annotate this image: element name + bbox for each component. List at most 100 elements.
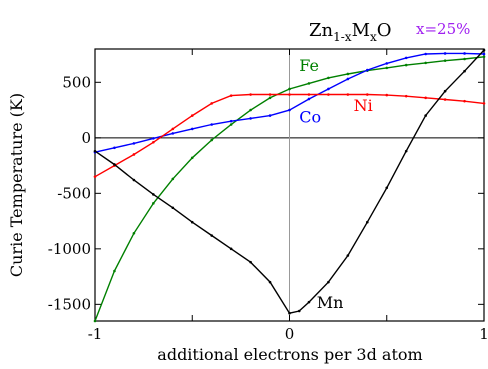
data-point-mn	[93, 149, 97, 153]
data-point-mn	[307, 300, 311, 304]
data-point-fe	[249, 108, 252, 112]
data-point-co	[132, 142, 136, 145]
data-point-co	[229, 119, 233, 123]
data-point-fe	[288, 87, 291, 91]
y-tick-label: -1000	[48, 240, 91, 258]
series-label-fe: Fe	[299, 56, 319, 75]
data-point-fe	[171, 177, 175, 181]
x-tick-label: 0	[285, 325, 295, 343]
y-tick-label: -1500	[48, 295, 91, 313]
data-point-co	[327, 87, 330, 91]
data-point-fe	[229, 123, 233, 126]
data-point-co	[346, 77, 350, 81]
data-point-mn	[190, 220, 194, 224]
series-line-mn	[94, 49, 485, 314]
data-point-ni	[288, 93, 291, 96]
y-tick-label: -500	[57, 184, 91, 202]
data-point-ni	[346, 93, 350, 96]
data-point-ni	[152, 140, 155, 144]
data-point-co	[482, 52, 486, 56]
data-point-co	[152, 137, 155, 140]
data-point-mn	[132, 178, 136, 182]
series-label-mn: Mn	[317, 293, 344, 312]
data-point-mn	[482, 48, 486, 52]
data-point-ni	[366, 93, 369, 96]
series-layer	[93, 48, 486, 323]
data-point-co	[190, 127, 194, 131]
data-point-mn	[404, 149, 408, 153]
data-point-co	[385, 62, 389, 65]
data-point-ni	[93, 175, 97, 178]
data-point-fe	[443, 59, 447, 62]
data-point-ni	[229, 94, 233, 97]
data-point-co	[463, 52, 466, 55]
data-point-mn	[463, 69, 466, 73]
data-point-fe	[385, 66, 389, 70]
data-point-co	[171, 132, 175, 135]
data-point-ni	[190, 114, 194, 117]
data-point-fe	[190, 156, 194, 160]
data-point-fe	[307, 82, 311, 85]
data-point-mn	[288, 311, 291, 315]
data-point-mn	[152, 193, 155, 196]
y-axis-label: Curie Temperature (K)	[7, 93, 26, 277]
data-point-mn	[424, 114, 427, 117]
data-point-co	[404, 56, 408, 60]
data-point-co	[249, 117, 252, 120]
y-tick-label: 0	[81, 129, 91, 147]
data-point-fe	[113, 269, 116, 273]
x-tick-label: -1	[88, 325, 103, 343]
data-point-co	[113, 146, 116, 150]
data-point-ni	[424, 96, 427, 100]
x-tick-label: 1	[479, 325, 488, 343]
data-point-ni	[327, 93, 330, 96]
data-point-fe	[210, 138, 213, 142]
concentration-annotation: x=25%	[416, 20, 470, 38]
data-point-co	[288, 108, 291, 112]
data-point-ni	[268, 93, 272, 96]
data-point-fe	[346, 72, 350, 76]
data-point-ni	[171, 127, 175, 131]
axis-ticks: -1500 -1000 -500 0 500 -1 0 1	[48, 49, 488, 343]
data-point-co	[210, 123, 213, 126]
data-point-ni	[385, 93, 389, 97]
data-point-co	[424, 52, 427, 56]
data-point-fe	[132, 231, 136, 235]
data-point-ni	[307, 93, 311, 96]
data-point-mn	[443, 89, 447, 93]
y-tick-label: 500	[62, 73, 91, 91]
data-point-fe	[463, 57, 466, 61]
data-point-mn	[113, 163, 116, 166]
data-point-mn	[268, 280, 272, 284]
data-point-fe	[327, 76, 330, 80]
data-point-ni	[443, 98, 447, 101]
data-point-fe	[93, 319, 97, 323]
data-point-mn	[327, 280, 330, 284]
data-point-fe	[424, 61, 427, 65]
chart-title: Zn1-xMxO	[309, 20, 392, 44]
data-point-co	[366, 68, 369, 72]
data-point-mn	[210, 234, 213, 237]
series-label-co: Co	[299, 107, 321, 126]
data-point-co	[268, 114, 272, 117]
data-point-mn	[366, 220, 369, 224]
data-point-mn	[249, 260, 252, 264]
data-point-fe	[482, 55, 486, 59]
data-point-mn	[297, 309, 301, 313]
data-point-ni	[404, 94, 408, 98]
data-point-co	[307, 97, 311, 101]
x-axis-label: additional electrons per 3d atom	[157, 345, 422, 364]
data-point-ni	[463, 99, 466, 103]
data-point-fe	[268, 96, 272, 100]
data-point-co	[443, 52, 447, 55]
data-point-mn	[385, 186, 389, 190]
data-point-fe	[404, 63, 408, 67]
data-point-mn	[171, 206, 175, 210]
series-labels: Fe Co Ni Mn	[299, 56, 373, 312]
data-point-ni	[132, 153, 136, 156]
data-point-ni	[210, 102, 213, 105]
series-label-ni: Ni	[354, 96, 373, 115]
data-point-mn	[346, 254, 350, 257]
data-point-fe	[152, 202, 155, 205]
